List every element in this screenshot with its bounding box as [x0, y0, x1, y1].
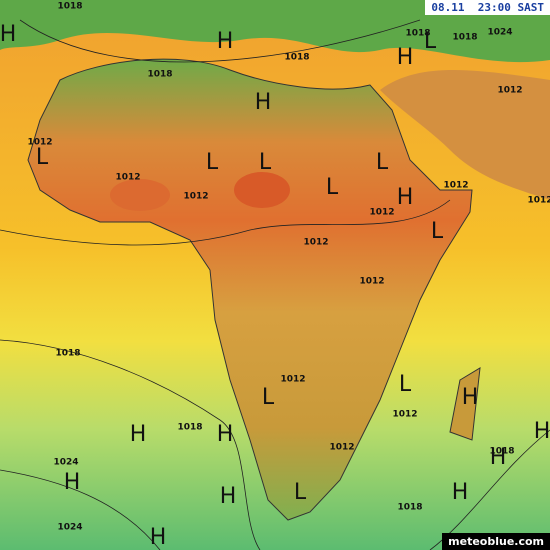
heat-area — [110, 179, 170, 211]
pressure-center: L — [376, 150, 389, 175]
isobar-label: 1012 — [183, 192, 208, 202]
isobar-label: 1018 — [284, 53, 309, 63]
pressure-center: L — [424, 29, 437, 54]
isobar-label: 1012 — [359, 277, 384, 287]
pressure-center: H — [397, 185, 414, 210]
pressure-center: L — [259, 150, 272, 175]
isobar-label: 1018 — [177, 423, 202, 433]
isobar-label: 1012 — [329, 443, 354, 453]
pressure-center: L — [36, 145, 49, 170]
isobar-label: 1012 — [497, 86, 522, 96]
pressure-center: L — [294, 480, 307, 505]
pressure-center: H — [255, 90, 272, 115]
isobar-label: 1018 — [452, 33, 477, 43]
pressure-center: H — [462, 385, 479, 410]
pressure-center: H — [0, 22, 16, 47]
pressure-center: L — [206, 150, 219, 175]
isobar-label: 1012 — [280, 375, 305, 385]
pressure-center: L — [262, 385, 275, 410]
isobar-label: 1018 — [405, 29, 430, 39]
heat-area — [234, 172, 290, 208]
pressure-center: L — [399, 372, 412, 397]
isobar-label: 1018 — [397, 503, 422, 513]
arabia — [380, 70, 550, 200]
isobar-label: 1012 — [369, 208, 394, 218]
pressure-center: H — [452, 480, 469, 505]
pressure-center: H — [130, 422, 147, 447]
pressure-center: H — [220, 484, 237, 509]
pressure-center: L — [431, 219, 444, 244]
africa — [27, 58, 473, 521]
timestamp: 08.11 23:00 SAST — [425, 0, 550, 15]
pressure-center: H — [397, 45, 414, 70]
isobar-label: 1012 — [443, 181, 468, 191]
isobar-label: 1018 — [57, 2, 82, 12]
isobar-label: 1024 — [53, 458, 78, 468]
isobar-label: 1012 — [392, 410, 417, 420]
isobar-label: 1024 — [487, 28, 512, 38]
pressure-center: H — [64, 470, 81, 495]
pressure-center: H — [490, 445, 507, 470]
isobar-label: 1012 — [527, 196, 550, 206]
europe — [0, 0, 550, 63]
isobar-label: 1024 — [57, 523, 82, 533]
isobar-label: 1012 — [115, 173, 140, 183]
madagascar — [449, 367, 481, 441]
isobar-label: 1018 — [147, 70, 172, 80]
isobar-label: 1018 — [55, 349, 80, 359]
pressure-center: L — [326, 175, 339, 200]
brand: meteoblue.com — [442, 533, 550, 550]
pressure-center: H — [217, 29, 234, 54]
pressure-center: H — [217, 422, 234, 447]
pressure-center: H — [534, 419, 550, 444]
isobar-label: 1012 — [303, 238, 328, 248]
pressure-center: H — [150, 525, 167, 550]
isobar-label: 1018 — [489, 447, 514, 457]
isobar-label: 1012 — [27, 138, 52, 148]
